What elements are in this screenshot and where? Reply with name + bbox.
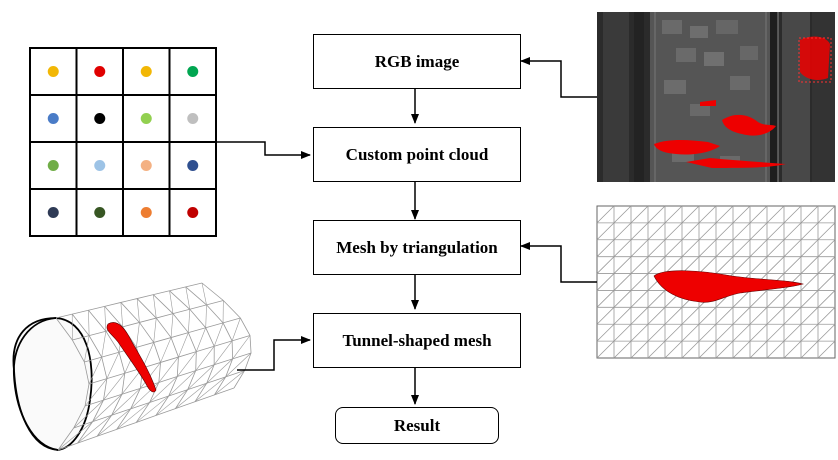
triangulated-mesh-flat	[597, 206, 835, 358]
flow-box-point-cloud: Custom point cloud	[313, 127, 521, 182]
flow-box-rgb-image: RGB image	[313, 34, 521, 89]
flow-label: Tunnel-shaped mesh	[342, 331, 491, 351]
arrow-photo-to-rgb	[521, 61, 597, 97]
point-dot	[141, 160, 152, 171]
point-dot	[141, 207, 152, 218]
point-dot	[141, 66, 152, 77]
flow-label: Custom point cloud	[346, 145, 489, 165]
flow-box-result: Result	[335, 407, 499, 444]
flow-label: RGB image	[375, 52, 460, 72]
point-dot	[94, 160, 105, 171]
flow-label: Mesh by triangulation	[336, 238, 498, 258]
point-cloud-grid	[30, 48, 216, 236]
tunnel-mesh-illustration	[13, 283, 251, 450]
flow-box-tunnel-mesh: Tunnel-shaped mesh	[313, 313, 521, 368]
rgb-road-photo	[597, 12, 835, 182]
arrow-grid-to-pointcloud	[216, 142, 310, 155]
arrow-tunnel-illustration-to-box	[237, 340, 310, 370]
arrow-flatmesh-to-triangulation	[521, 246, 597, 282]
flow-box-triangulation: Mesh by triangulation	[313, 220, 521, 275]
point-dot	[94, 66, 105, 77]
point-dot	[48, 66, 59, 77]
defect-region	[107, 322, 156, 392]
point-dot	[48, 160, 59, 171]
point-dot	[94, 113, 105, 124]
point-dot	[94, 207, 105, 218]
point-dot	[187, 66, 198, 77]
point-dot	[141, 113, 152, 124]
point-dot	[187, 113, 198, 124]
flow-label: Result	[394, 416, 440, 436]
point-dot	[48, 207, 59, 218]
point-dot	[187, 207, 198, 218]
point-dot	[48, 113, 59, 124]
defect-region	[800, 37, 830, 80]
point-dot	[187, 160, 198, 171]
